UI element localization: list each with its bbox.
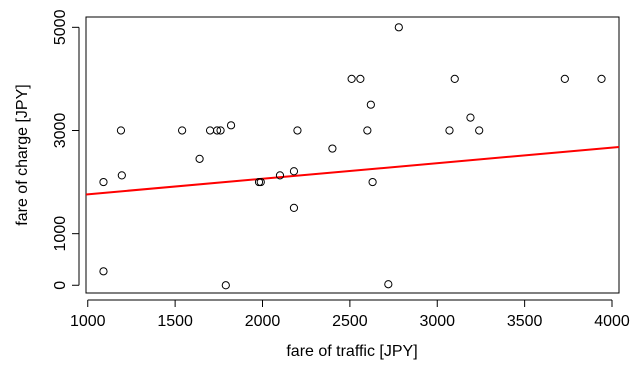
data-point: [466, 113, 475, 122]
data-point: [368, 177, 377, 187]
data-point: [99, 267, 108, 276]
data-point: [384, 280, 393, 289]
x-axis-title: fare of traffic [JPY]: [286, 343, 417, 360]
data-point: [256, 177, 265, 187]
data-point: [226, 121, 236, 130]
data-point: [394, 23, 403, 32]
data-point: [117, 171, 126, 180]
data-point: [560, 74, 569, 84]
data-point: [356, 74, 365, 84]
y-axis: 0 1000 3000 5000: [52, 9, 80, 290]
x-tick-label: 3500: [507, 313, 543, 330]
x-tick-label: 3000: [419, 313, 455, 330]
data-points: [99, 23, 606, 290]
data-point: [475, 126, 484, 135]
data-point: [221, 281, 230, 290]
data-point: [216, 126, 225, 135]
data-point: [289, 167, 299, 176]
y-tick-label: 5000: [52, 9, 69, 45]
data-point: [293, 126, 302, 135]
y-tick-label: 0: [52, 281, 69, 290]
data-point: [289, 203, 299, 212]
regression-line: [85, 146, 620, 196]
data-point: [366, 100, 375, 109]
plot-frame: [85, 16, 620, 294]
data-point: [178, 126, 187, 135]
data-point: [205, 126, 215, 135]
data-point: [328, 144, 337, 153]
data-point: [450, 74, 459, 84]
data-point: [347, 74, 356, 84]
data-point: [597, 74, 606, 84]
x-tick-label: 1000: [70, 313, 106, 330]
y-tick-label: 1000: [52, 216, 69, 252]
data-point: [212, 126, 222, 135]
x-axis: 1000 1500 2000 2500 3000 3500 4000: [70, 299, 630, 330]
y-axis-title: fare of charge [JPY]: [14, 84, 31, 225]
x-tick-label: 4000: [594, 313, 630, 330]
data-point: [275, 171, 285, 180]
data-point: [363, 126, 372, 135]
data-point: [116, 126, 126, 135]
x-tick-label: 2000: [245, 313, 281, 330]
x-tick-label: 1500: [157, 313, 193, 330]
data-point: [99, 177, 108, 187]
data-point: [195, 154, 204, 163]
y-tick-label: 3000: [52, 113, 69, 149]
data-point: [445, 126, 454, 135]
x-tick-label: 2500: [332, 313, 368, 330]
